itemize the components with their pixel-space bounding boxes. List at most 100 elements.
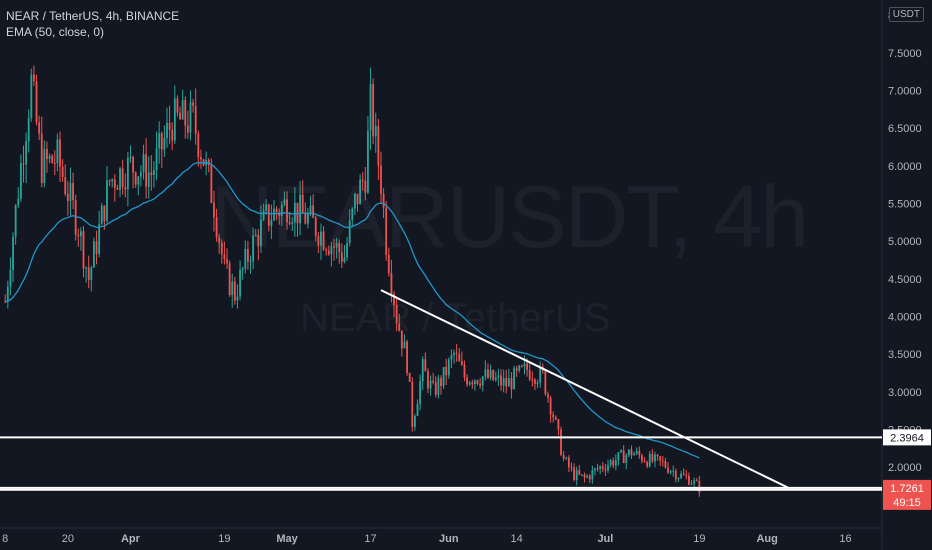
candle-body	[648, 453, 651, 467]
price-tick-label: 3.0000	[888, 387, 922, 399]
candle-body	[674, 470, 677, 480]
candle-body	[301, 194, 304, 213]
candle-body	[476, 380, 479, 384]
time-tick-label: 8	[2, 533, 8, 545]
candle-body	[369, 84, 372, 131]
candle-body	[442, 367, 445, 386]
candle-body	[226, 259, 228, 264]
candle-body	[116, 187, 119, 190]
candle-body	[38, 122, 41, 134]
candle-body	[69, 183, 72, 201]
candle-body	[604, 468, 607, 471]
candle-body	[536, 382, 539, 385]
candle-body	[680, 473, 682, 479]
candle-body	[627, 449, 630, 456]
candle-body	[432, 380, 435, 383]
candle-body	[549, 397, 552, 415]
time-tick-label: Jul	[597, 533, 613, 545]
candle-body	[380, 165, 382, 194]
candle-body	[455, 352, 458, 355]
candle-body	[327, 250, 330, 255]
candle-body	[359, 179, 362, 205]
symbol-legend[interactable]: NEAR / TetherUS, 4h, BINANCE	[6, 9, 180, 23]
candle-body	[507, 378, 510, 387]
candle-body	[617, 452, 620, 461]
candle-body	[400, 330, 403, 349]
candle-body	[262, 210, 265, 220]
candle-body	[395, 304, 398, 324]
candle-body	[35, 81, 38, 123]
candle-body	[562, 454, 565, 459]
candle-body	[126, 158, 129, 190]
candle-body	[228, 263, 231, 296]
candle-body	[460, 361, 463, 365]
candle-body	[685, 474, 688, 476]
candle-body	[466, 377, 469, 385]
candle-body	[33, 74, 35, 82]
currency-button[interactable]: USDT	[888, 7, 924, 22]
candle-body	[560, 429, 562, 455]
candle-body	[346, 243, 348, 258]
candle-body	[599, 466, 602, 470]
candle-body	[322, 231, 325, 250]
candle-body	[437, 378, 440, 395]
candle-body	[651, 453, 654, 462]
ema-legend[interactable]: EMA (50, close, 0)	[6, 25, 105, 39]
candle-body	[241, 268, 244, 270]
candle-body	[74, 200, 77, 235]
candle-body	[693, 480, 696, 484]
price-tick-label: 7.0000	[888, 85, 922, 97]
candle-body	[155, 148, 158, 171]
candle-body	[106, 180, 108, 221]
candle-body	[505, 378, 508, 387]
candle-body	[103, 205, 106, 221]
candle-body	[523, 363, 526, 367]
candle-body	[113, 179, 116, 188]
candle-body	[554, 417, 557, 420]
candle-body	[406, 341, 408, 373]
candle-body	[348, 220, 351, 244]
candle-body	[244, 249, 247, 269]
candle-body	[601, 466, 604, 469]
candle-body	[218, 237, 221, 243]
candle-body	[46, 148, 48, 160]
candle-body	[40, 133, 43, 183]
time-tick-label: 19	[693, 533, 705, 545]
candle-body	[249, 261, 252, 263]
candle-body	[273, 208, 275, 221]
price-tick-label: 2.0000	[888, 462, 922, 474]
candle-body	[654, 454, 656, 462]
candle-body	[338, 242, 341, 253]
candle-body	[145, 154, 148, 187]
time-tick-label: 20	[62, 533, 74, 545]
candle-body	[539, 366, 542, 383]
candle-body	[173, 98, 176, 141]
candle-body	[393, 293, 395, 305]
candle-body	[453, 352, 455, 356]
candle-body	[625, 455, 628, 464]
candle-body	[471, 382, 474, 385]
candle-body	[12, 236, 14, 270]
candle-body	[669, 471, 672, 473]
candle-body	[150, 172, 153, 175]
candle-body	[189, 102, 192, 133]
candle-body	[286, 199, 288, 223]
candle-body	[111, 179, 114, 182]
candle-body	[95, 241, 98, 254]
candle-body	[677, 478, 680, 480]
candle-body	[427, 371, 429, 389]
candle-body	[192, 102, 195, 106]
candle-body	[66, 193, 69, 201]
candle-body	[591, 470, 594, 480]
candle-body	[288, 222, 291, 224]
candle-body	[687, 475, 690, 485]
candle-body	[223, 254, 226, 260]
candle-body	[194, 105, 197, 134]
candle-body	[317, 235, 320, 246]
candle-body	[134, 172, 137, 185]
candle-body	[9, 269, 12, 287]
candle-body	[275, 208, 278, 213]
candle-body	[260, 219, 262, 247]
candle-body	[575, 470, 578, 480]
